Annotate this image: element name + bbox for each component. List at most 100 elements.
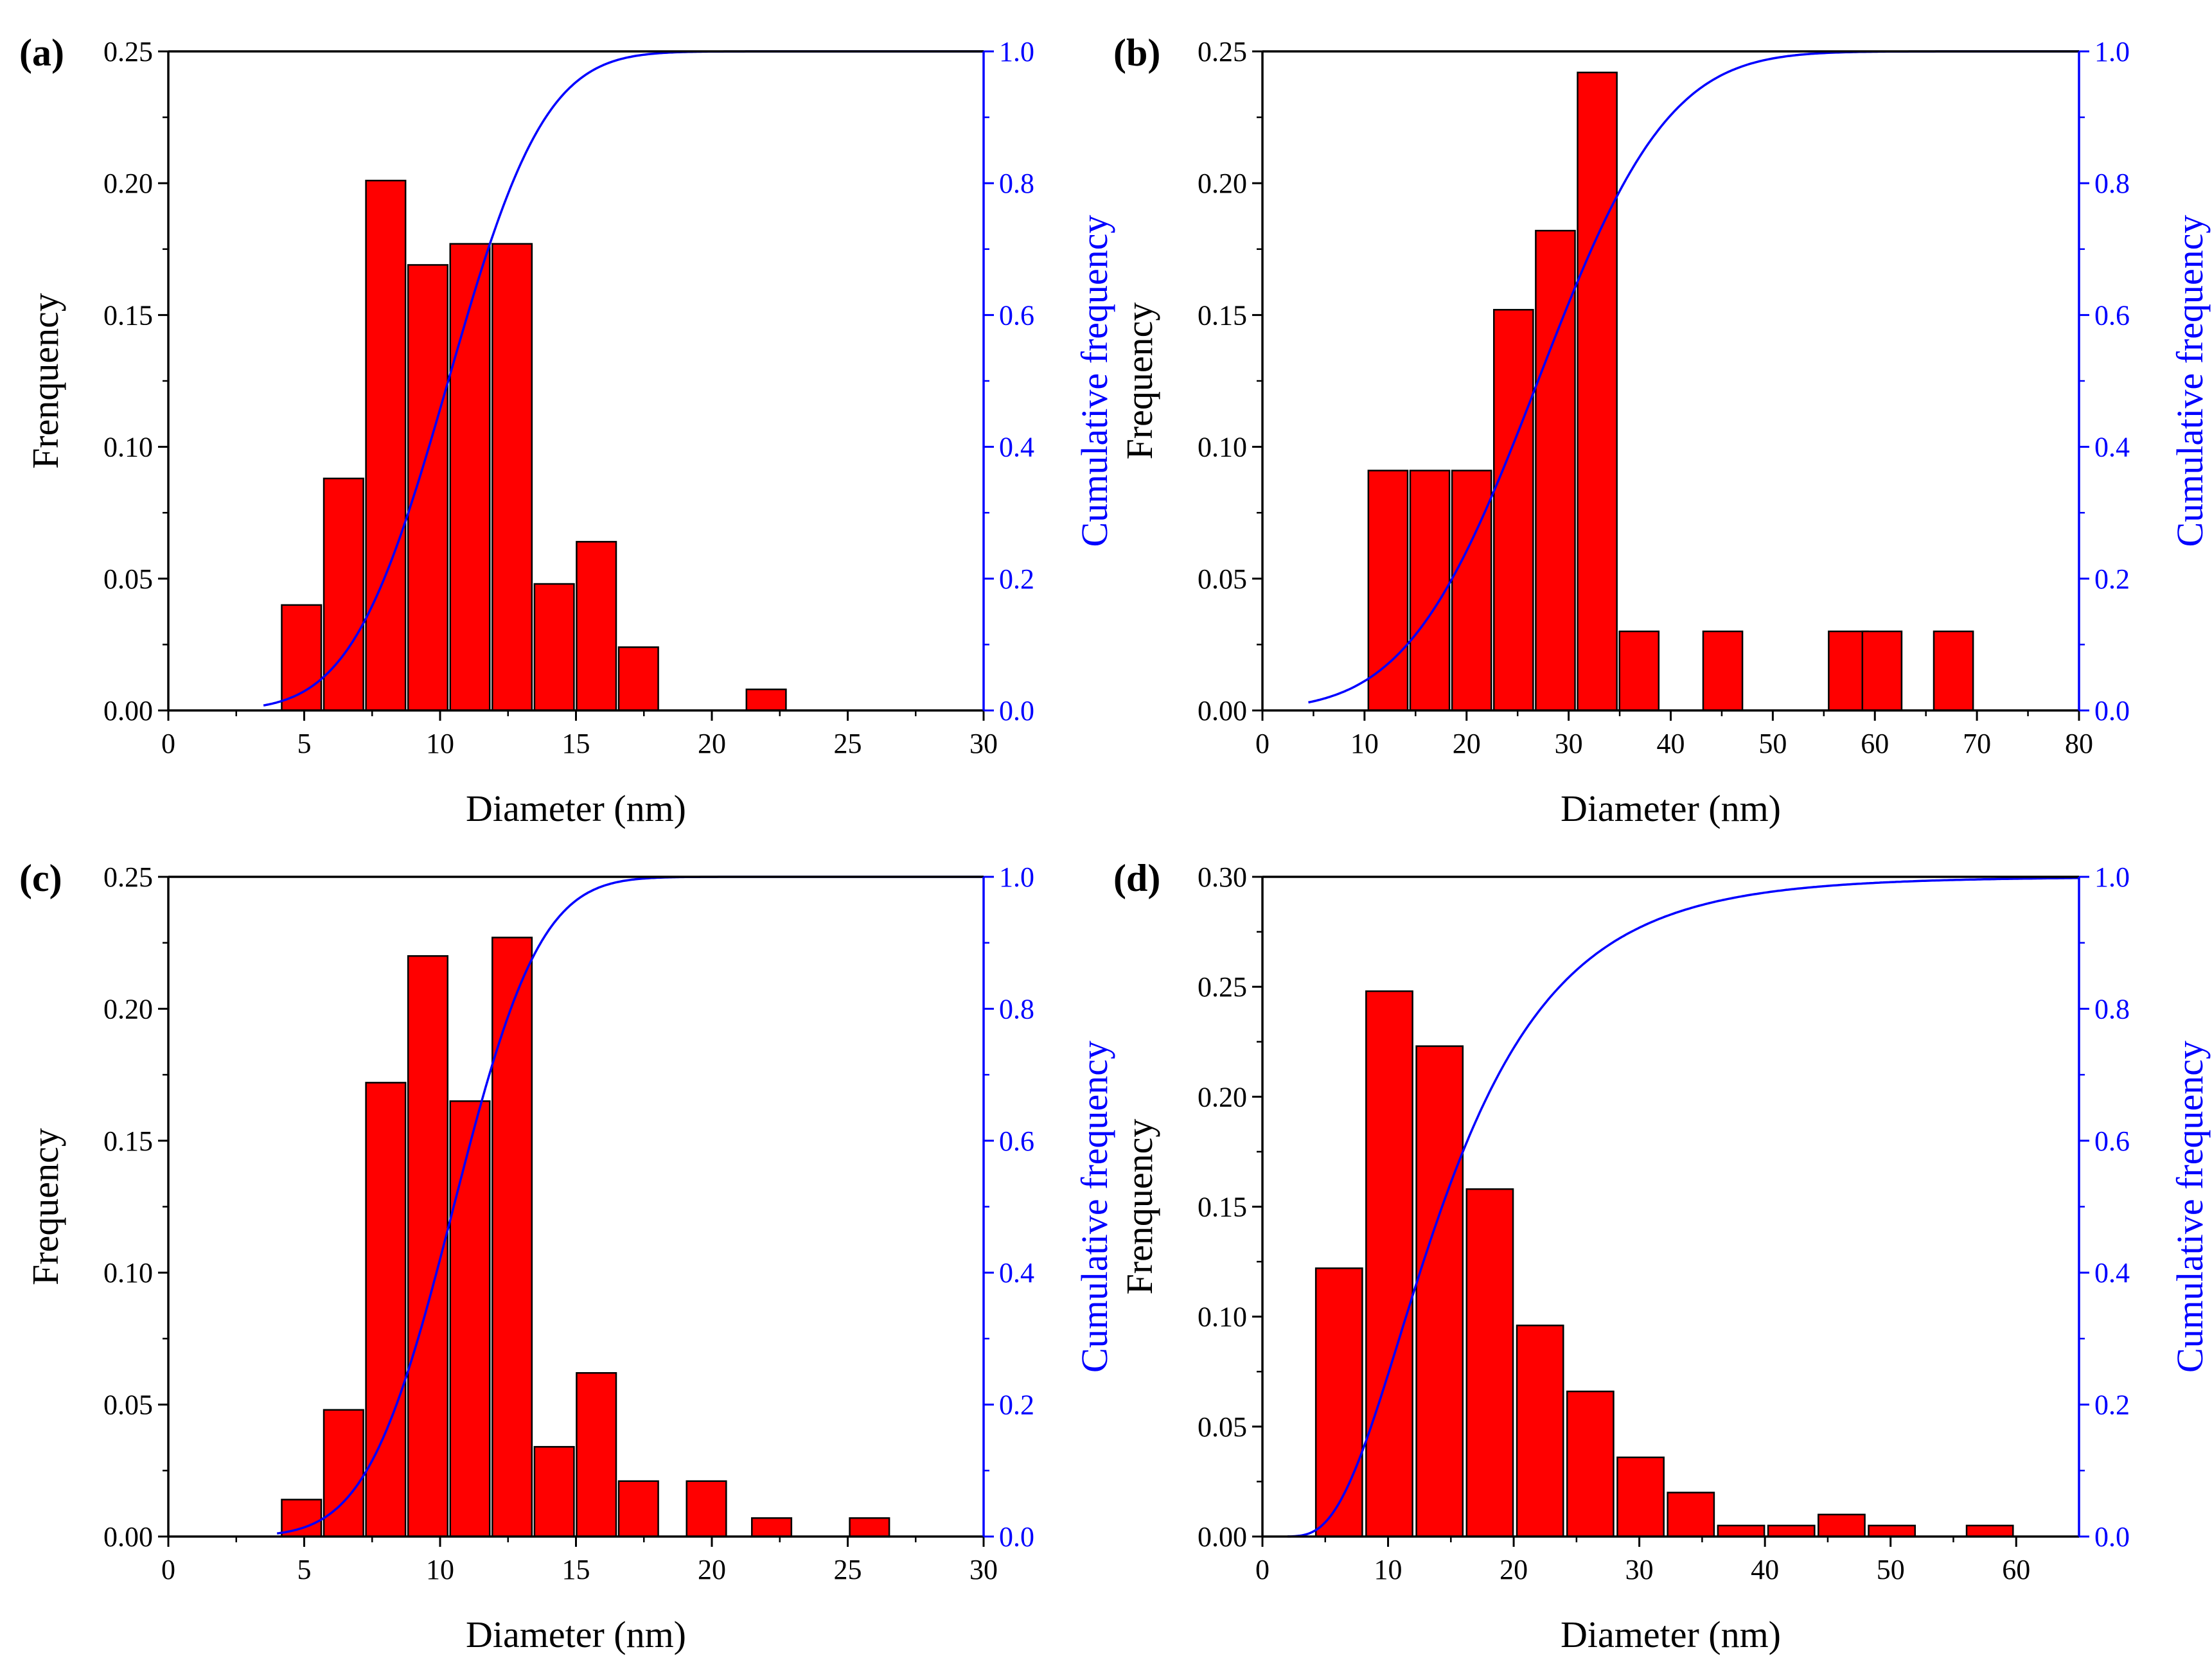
chart-panel-b: (b)0 10 20 30 40 50 60 70 800.000.050.100.150.20… [1113,31,2211,829]
y2-tick-label: 0.6 [2094,1125,2130,1157]
x-tick-label: 0 [161,728,175,759]
bar [751,1517,793,1538]
bar [1933,630,1974,712]
y2-tick-label: 0.2 [999,1389,1034,1421]
y2-tick-label: 0.2 [999,563,1034,595]
x-tick-label: 60 [2002,1554,2030,1585]
x-tick-label: 10 [426,1554,454,1585]
y-tick-label: 0.05 [103,563,153,595]
x-tick-label: 70 [1963,728,1991,759]
x-tick-label: 0 [1255,1554,1270,1585]
bar [1367,470,1409,712]
bar [576,541,617,712]
y-axis-title: Frenquency [1119,1119,1160,1295]
bar [1717,1524,1765,1538]
x-tick-label: 20 [1500,1554,1528,1585]
x-tick-label: 30 [1625,1554,1654,1585]
bar [576,1372,617,1538]
y-tick-label: 0.05 [1198,563,1247,595]
x-tick-label: 10 [426,728,454,759]
x-tick-label: 0 [1255,728,1270,759]
x-axis-title: Diameter (nm) [466,788,686,829]
x-tick-label: 50 [1758,728,1787,759]
y2-tick-label: 1.0 [999,36,1034,67]
y2-tick-label: 1.0 [2094,861,2130,893]
y-tick-label: 0.00 [1198,695,1247,727]
bar [281,604,323,712]
bar [849,1517,890,1538]
bar [1314,1267,1363,1538]
bar [533,583,575,712]
y-axis-title: Frenquency [24,293,66,469]
bar [407,264,448,712]
y2-tick-label: 1.0 [999,861,1034,893]
bar [1861,630,1903,712]
x-tick-label: 20 [1453,728,1481,759]
y2-tick-label: 0.6 [999,299,1034,331]
y-tick-label: 0.10 [103,1257,153,1289]
panel-label: (a) [19,31,64,74]
y-tick-label: 0.15 [103,299,153,331]
bar [1616,1456,1665,1538]
bar [365,1082,407,1538]
y-tick-label: 0.00 [103,1521,153,1553]
x-tick-label: 50 [1877,1554,1905,1585]
y2-tick-label: 0.4 [2094,432,2130,463]
x-axis-title: Diameter (nm) [1561,1614,1781,1655]
x-tick-label: 10 [1374,1554,1402,1585]
y2-axis-title: Cumulative frequency [2169,1041,2211,1373]
bar [1667,1492,1715,1538]
bar [1465,1188,1514,1538]
bar [1868,1524,1916,1538]
x-tick-label: 80 [2065,728,2093,759]
y2-tick-label: 0.0 [2094,695,2130,727]
bar [1365,990,1413,1538]
x-tick-label: 40 [1657,728,1685,759]
bar [323,477,364,712]
x-tick-label: 30 [1555,728,1583,759]
y-tick-label: 0.00 [1198,1521,1247,1553]
y-axis-title: Frequency [24,1128,66,1285]
chart-panel-d: (d) 0 10 20 30 40 50 60 0.00 0.05 0.10 0.15 0.20 0.25… [1113,857,2211,1655]
y-tick-label: 0.10 [103,432,153,463]
bar [1566,1390,1615,1538]
bar [491,937,533,1538]
y-tick-label: 0.25 [1198,971,1247,1003]
y-tick-label: 0.20 [1198,168,1247,199]
x-tick-label: 15 [562,1554,590,1585]
bar [1516,1325,1564,1538]
bar [323,1409,364,1538]
x-tick-label: 25 [834,728,862,759]
y-tick-label: 0.10 [1198,1301,1247,1333]
y-tick-label: 0.15 [103,1125,153,1157]
x-tick-label: 60 [1861,728,1889,759]
y-tick-label: 0.00 [103,695,153,727]
y2-tick-label: 0.0 [2094,1521,2130,1553]
y2-tick-label: 0.2 [2094,1389,2130,1421]
y2-tick-label: 0.0 [999,1521,1034,1553]
y-tick-label: 0.15 [1198,1192,1247,1223]
bar [1451,470,1492,712]
y-tick-label: 0.10 [1198,432,1247,463]
bar [281,1499,323,1538]
y-axis-title: Frequency [1119,303,1160,460]
y-tick-label: 0.05 [103,1389,153,1421]
x-tick-label: 15 [562,728,590,759]
x-tick-label: 0 [161,1554,175,1585]
bar [365,179,407,712]
bar [1415,1045,1464,1538]
x-tick-label: 20 [698,1554,726,1585]
y2-tick-label: 0.2 [2094,563,2130,595]
y2-tick-label: 0.6 [999,1125,1034,1157]
y2-axis-title: Cumulative frequency [1074,215,1115,547]
bar [1702,630,1744,712]
bar [449,1100,491,1538]
bar [1965,1524,2014,1538]
bar [491,243,533,712]
y2-tick-label: 0.8 [2094,993,2130,1025]
bar [617,646,659,712]
bar [617,1480,659,1538]
bar [686,1480,727,1538]
y-tick-label: 0.25 [103,36,153,67]
y2-tick-label: 0.8 [999,168,1034,199]
